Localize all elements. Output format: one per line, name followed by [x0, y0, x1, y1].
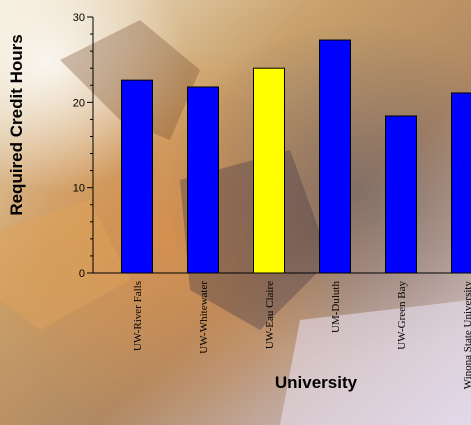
category-label: Winona State University — [462, 281, 471, 390]
x-axis-title: University — [275, 373, 358, 392]
y-tick-label: 20 — [73, 97, 85, 109]
bar-uw-river-falls — [121, 79, 153, 274]
y-tick-label: 30 — [73, 12, 85, 24]
bar-uw-green-bay — [385, 115, 417, 274]
category-label: UW-Green Bay — [396, 281, 408, 350]
category-label: UW-Whitewater — [198, 281, 210, 354]
bar-um-duluth — [319, 39, 351, 274]
bar-uw-eau-claire — [253, 67, 285, 274]
bars — [121, 39, 471, 274]
y-axis-title: Required Credit Hours — [7, 34, 26, 215]
bar-uw-whitewater — [187, 86, 219, 274]
bar-winona-state-university — [451, 92, 471, 274]
y-tick-label: 10 — [73, 183, 85, 195]
category-label: UW-Eau Claire — [264, 281, 276, 349]
category-labels: UW-River Falls UW-Whitewater UW-Eau Claire… — [132, 281, 471, 390]
category-label: UW-River Falls — [132, 281, 144, 351]
y-tick-label: 0 — [79, 268, 85, 280]
category-label: UM-Duluth — [330, 281, 342, 333]
